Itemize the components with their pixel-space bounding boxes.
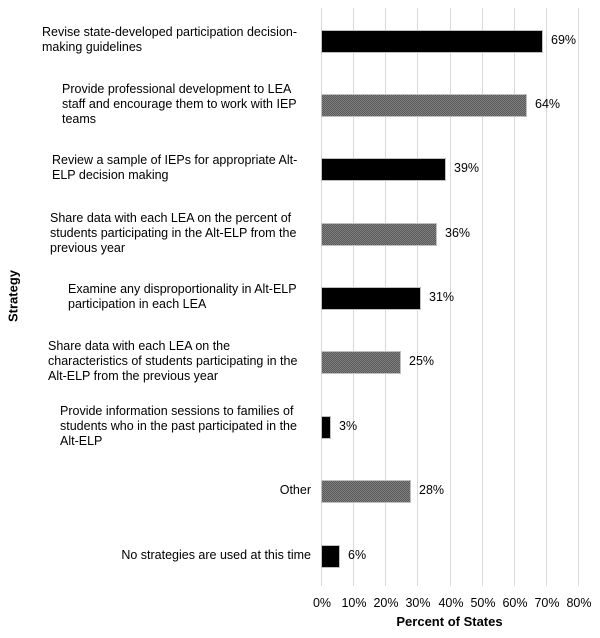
category-label: Share data with each LEA on the percent … bbox=[50, 211, 296, 256]
x-tick-label: 70% bbox=[534, 596, 560, 610]
gridline bbox=[482, 8, 483, 586]
category-label-line: participation in each LEA bbox=[68, 297, 207, 311]
gridline bbox=[578, 8, 579, 586]
x-tick-label: 60% bbox=[502, 596, 528, 610]
category-label-line: Revise state-developed participation dec… bbox=[42, 25, 298, 39]
x-tick-label: 40% bbox=[438, 596, 464, 610]
bar bbox=[321, 416, 331, 439]
category-label: Provide professional development to LEA s… bbox=[62, 82, 297, 127]
bar-value-label: 64% bbox=[535, 97, 561, 111]
gridline bbox=[546, 8, 547, 586]
bar-value-label: 69% bbox=[551, 33, 577, 47]
category-label: No strategies are used at this time bbox=[121, 548, 311, 563]
category-label: Provide information sessions to families… bbox=[60, 404, 297, 449]
bar-value-label: 36% bbox=[445, 226, 471, 240]
bar bbox=[321, 158, 446, 181]
bar-value-label: 39% bbox=[454, 161, 480, 175]
x-tick-label: 0% bbox=[312, 596, 332, 610]
category-label: Other bbox=[280, 483, 311, 498]
category-label-line: making guidelines bbox=[42, 40, 143, 54]
x-tick-label: 50% bbox=[470, 596, 496, 610]
gridline bbox=[514, 8, 515, 586]
bar-value-label: 25% bbox=[409, 354, 435, 368]
category-label-line: Provide professional development to LEA bbox=[62, 81, 292, 96]
x-tick-label: 30% bbox=[405, 596, 431, 610]
bar-value-label: 28% bbox=[419, 483, 445, 497]
bar bbox=[321, 545, 340, 568]
category-label-line: Other bbox=[279, 482, 311, 497]
category-label-line: students participating in the Alt-ELP fr… bbox=[50, 225, 297, 240]
category-label: Revise state-developed participation dec… bbox=[42, 25, 297, 55]
category-label-line: teams bbox=[62, 111, 97, 126]
bar-value-label: 3% bbox=[339, 419, 358, 433]
bar bbox=[321, 94, 527, 117]
x-tick-label: 10% bbox=[341, 596, 367, 610]
category-label-line: No strategies are used at this time bbox=[121, 547, 311, 562]
category-label-line: previous year bbox=[50, 240, 126, 255]
category-label-line: characteristics of students participatin… bbox=[48, 353, 298, 368]
category-label: Share data with each LEA on the character… bbox=[48, 339, 297, 384]
category-label: Examine any disproportionality in Alt-EL… bbox=[68, 282, 297, 312]
bar bbox=[321, 351, 401, 374]
bar-value-label: 6% bbox=[348, 548, 367, 562]
category-label-line: Provide information sessions to families… bbox=[60, 403, 294, 418]
category-label-line: students who in the past participated in… bbox=[60, 418, 297, 433]
category-label-line: staff and encourage them to work with IE… bbox=[62, 96, 297, 111]
category-label-line: Share data with each LEA on the bbox=[48, 338, 231, 353]
category-label-line: Examine any disproportionality in Alt-EL… bbox=[68, 282, 297, 296]
bar bbox=[321, 223, 437, 246]
category-label-line: Alt-ELP from the previous year bbox=[48, 368, 218, 383]
x-tick-label: 20% bbox=[373, 596, 399, 610]
bar bbox=[321, 480, 411, 503]
gridline bbox=[450, 8, 451, 586]
bar bbox=[321, 30, 543, 53]
x-axis-title: Percent of States bbox=[396, 614, 503, 629]
category-label-line: Alt-ELP bbox=[60, 433, 103, 448]
x-tick-label: 80% bbox=[566, 596, 592, 610]
category-label-line: Review a sample of IEPs for appropriate … bbox=[52, 153, 298, 167]
y-axis-title: Strategy bbox=[5, 269, 21, 323]
category-label: Review a sample of IEPs for appropriate … bbox=[52, 153, 297, 183]
bar bbox=[321, 287, 421, 310]
category-label-line: ELP decision making bbox=[52, 168, 169, 182]
category-label-line: Share data with each LEA on the percent … bbox=[50, 210, 292, 225]
bar-value-label: 31% bbox=[429, 290, 455, 304]
